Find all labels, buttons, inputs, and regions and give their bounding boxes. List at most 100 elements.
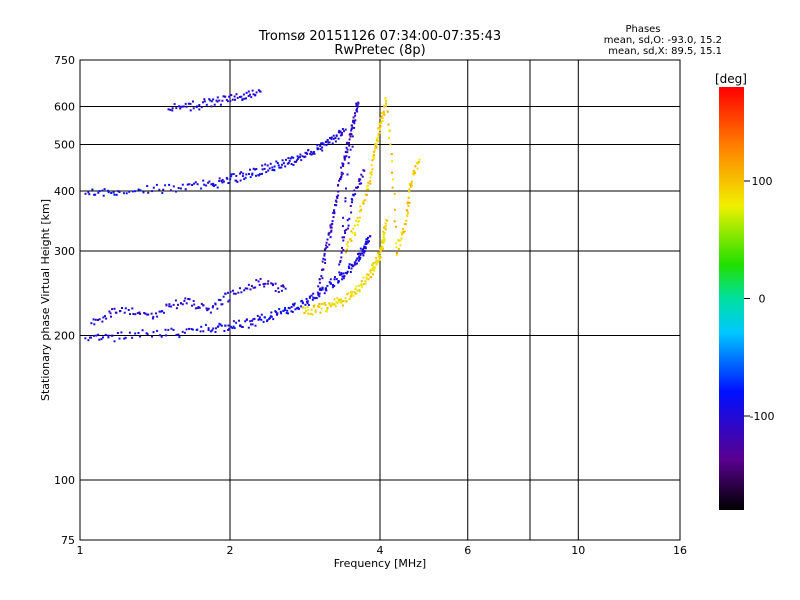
data-point <box>167 108 170 111</box>
data-point <box>334 204 336 206</box>
data-point <box>406 211 409 214</box>
data-point <box>344 271 347 274</box>
data-point <box>350 295 353 297</box>
data-point <box>172 185 175 188</box>
data-point <box>331 142 334 145</box>
data-point <box>208 98 211 101</box>
data-point <box>102 316 105 319</box>
data-point <box>384 222 387 225</box>
data-point <box>242 172 245 175</box>
data-point <box>343 236 346 239</box>
data-point <box>355 109 358 111</box>
data-point <box>344 151 347 153</box>
data-point <box>403 230 406 233</box>
stats-line-o: mean, sd,O: -93.0, 15.2 <box>604 35 722 46</box>
y-tick-label: 300 <box>54 245 75 258</box>
data-point <box>255 91 258 94</box>
data-point <box>344 156 346 158</box>
data-point <box>350 267 353 270</box>
data-point <box>228 327 231 330</box>
data-point <box>278 308 281 311</box>
data-point <box>335 300 338 303</box>
data-point <box>255 168 258 170</box>
data-point <box>258 318 261 320</box>
data-point <box>345 243 348 246</box>
data-point <box>159 334 162 337</box>
data-point <box>329 137 331 139</box>
data-point <box>363 169 366 172</box>
data-point <box>211 306 214 309</box>
data-point <box>353 189 356 192</box>
data-point <box>320 142 323 145</box>
data-point <box>205 184 208 187</box>
data-point <box>119 310 122 312</box>
data-point <box>310 294 313 297</box>
data-point <box>417 161 420 164</box>
data-point <box>333 209 336 212</box>
data-point <box>220 180 223 182</box>
data-point <box>245 173 248 176</box>
data-point <box>409 185 412 188</box>
data-point <box>188 183 191 186</box>
data-point <box>332 211 335 214</box>
data-point <box>346 151 349 154</box>
data-point <box>338 179 341 182</box>
data-point <box>378 128 381 131</box>
data-point <box>354 262 357 265</box>
data-point <box>359 216 361 219</box>
data-point <box>139 312 142 315</box>
data-point <box>263 285 266 288</box>
data-point <box>316 291 319 294</box>
data-point <box>205 103 208 106</box>
data-point <box>319 311 322 314</box>
data-point <box>381 247 384 250</box>
data-point <box>136 312 139 315</box>
data-point <box>128 190 131 193</box>
data-point <box>381 117 384 120</box>
colorbar-tick-label: -100 <box>750 410 775 423</box>
data-point <box>134 313 137 316</box>
data-point <box>237 291 240 294</box>
data-point <box>321 286 324 289</box>
data-point <box>408 182 411 185</box>
data-point <box>214 184 217 186</box>
data-point <box>222 95 225 98</box>
data-point <box>245 91 248 94</box>
data-point <box>364 247 367 250</box>
data-point <box>406 209 409 212</box>
data-point <box>123 337 126 340</box>
data-point <box>232 289 234 292</box>
data-point <box>355 285 358 288</box>
data-point <box>245 97 247 100</box>
data-point <box>328 281 331 284</box>
data-point <box>351 135 354 138</box>
data-point <box>329 236 332 239</box>
data-point <box>337 280 340 282</box>
data-point <box>192 107 195 110</box>
data-point <box>350 291 352 293</box>
data-point <box>304 307 307 310</box>
colorbar-tick-label: 100 <box>752 175 773 188</box>
data-point <box>345 251 347 254</box>
data-point <box>408 189 411 192</box>
data-point <box>291 310 294 313</box>
data-point <box>382 241 385 244</box>
data-point <box>257 89 260 92</box>
data-point <box>411 184 413 187</box>
data-point <box>362 199 365 202</box>
data-point <box>232 292 235 295</box>
data-point <box>401 227 404 230</box>
data-point <box>296 157 299 160</box>
data-point <box>202 101 204 104</box>
data-point <box>306 300 309 303</box>
data-point <box>399 244 402 247</box>
data-point <box>109 312 112 315</box>
data-point <box>113 340 116 343</box>
data-point <box>94 318 97 321</box>
data-point <box>112 191 115 194</box>
data-point <box>251 172 254 175</box>
data-point <box>266 164 269 167</box>
data-point <box>325 241 328 244</box>
data-point <box>202 304 205 307</box>
